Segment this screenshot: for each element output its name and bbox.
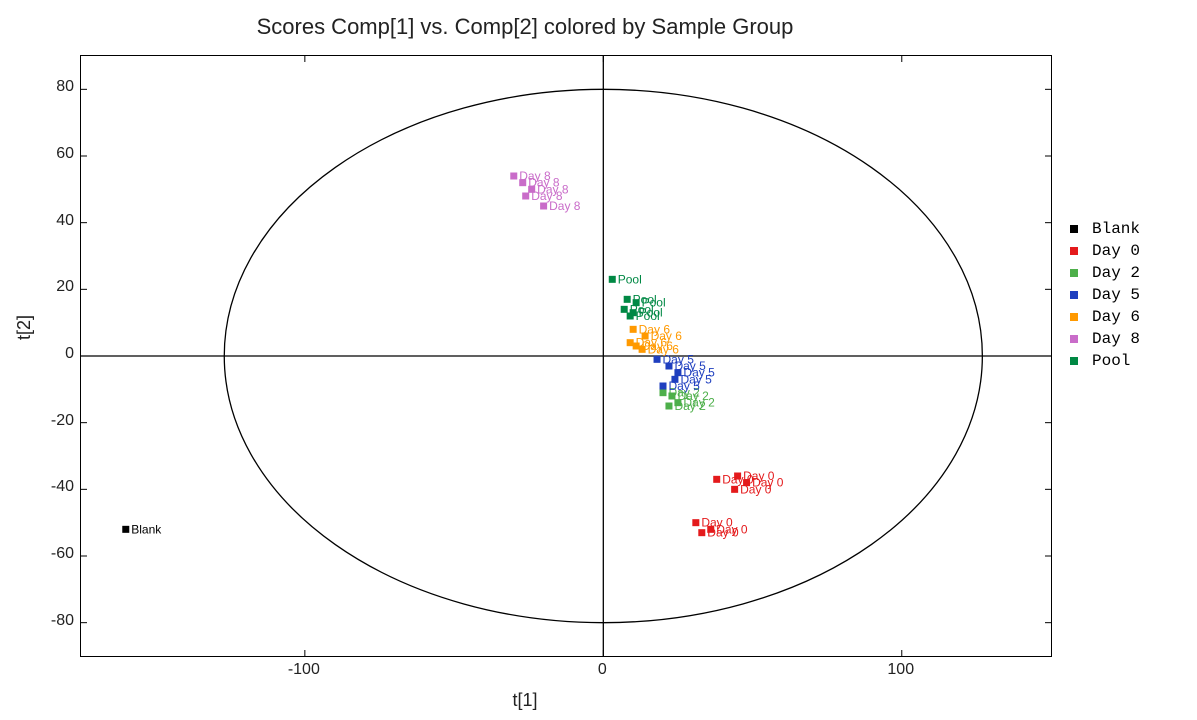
legend-item: Day 0 bbox=[1070, 242, 1140, 260]
data-point-label: Day 0 bbox=[740, 482, 772, 496]
data-point bbox=[609, 276, 616, 283]
y-tick-label: -60 bbox=[36, 545, 74, 563]
legend-swatch bbox=[1070, 335, 1078, 343]
legend-item: Day 8 bbox=[1070, 330, 1140, 348]
data-point bbox=[660, 389, 667, 396]
data-point bbox=[660, 383, 667, 390]
data-point bbox=[692, 519, 699, 526]
y-axis-label: t[2] bbox=[14, 315, 35, 340]
legend-item: Blank bbox=[1070, 220, 1140, 238]
legend-label: Blank bbox=[1092, 220, 1140, 238]
legend-item: Pool bbox=[1070, 352, 1140, 370]
data-point-label: Day 2 bbox=[674, 399, 706, 413]
data-point bbox=[713, 476, 720, 483]
data-point bbox=[633, 343, 640, 350]
data-point bbox=[630, 326, 637, 333]
x-axis-label: t[1] bbox=[0, 690, 1050, 711]
data-point bbox=[540, 203, 547, 210]
legend-label: Day 5 bbox=[1092, 286, 1140, 304]
x-tick-label: -100 bbox=[284, 661, 324, 679]
data-point bbox=[519, 179, 526, 186]
data-point bbox=[654, 356, 661, 363]
legend-swatch bbox=[1070, 247, 1078, 255]
legend: Blank Day 0 Day 2 Day 5 Day 6 Day 8 Pool bbox=[1070, 220, 1140, 374]
data-point-label: Pool bbox=[636, 309, 660, 323]
legend-swatch bbox=[1070, 313, 1078, 321]
scatter-plot-svg: BlankDay 0Day 0Day 0Day 0Day 0Day 0Day 0… bbox=[81, 56, 1051, 656]
y-tick-label: -20 bbox=[36, 412, 74, 430]
x-tick-label: 0 bbox=[582, 661, 622, 679]
data-point bbox=[621, 306, 628, 313]
legend-label: Day 8 bbox=[1092, 330, 1140, 348]
chart-container: Scores Comp[1] vs. Comp[2] colored by Sa… bbox=[0, 0, 1197, 720]
data-point-label: Day 0 bbox=[707, 526, 739, 540]
y-tick-label: 0 bbox=[36, 345, 74, 363]
data-point bbox=[522, 193, 529, 200]
legend-item: Day 6 bbox=[1070, 308, 1140, 326]
legend-label: Day 2 bbox=[1092, 264, 1140, 282]
data-point bbox=[122, 526, 129, 533]
data-point bbox=[698, 529, 705, 536]
legend-item: Day 5 bbox=[1070, 286, 1140, 304]
chart-title: Scores Comp[1] vs. Comp[2] colored by Sa… bbox=[0, 14, 1050, 40]
legend-swatch bbox=[1070, 291, 1078, 299]
y-tick-label: 60 bbox=[36, 145, 74, 163]
legend-swatch bbox=[1070, 357, 1078, 365]
data-point-label: Day 5 bbox=[669, 379, 701, 393]
x-tick-label: 100 bbox=[881, 661, 921, 679]
y-tick-label: 80 bbox=[36, 78, 74, 96]
legend-label: Day 6 bbox=[1092, 308, 1140, 326]
y-tick-label: -80 bbox=[36, 612, 74, 630]
y-tick-label: 40 bbox=[36, 212, 74, 230]
data-point bbox=[734, 473, 741, 480]
data-point-label: Day 6 bbox=[642, 339, 674, 353]
legend-label: Pool bbox=[1092, 352, 1130, 370]
legend-swatch bbox=[1070, 225, 1078, 233]
data-point bbox=[731, 486, 738, 493]
legend-label: Day 0 bbox=[1092, 242, 1140, 260]
data-point bbox=[510, 173, 517, 180]
data-point-label: Blank bbox=[131, 522, 162, 536]
data-point bbox=[665, 363, 672, 370]
y-tick-label: -40 bbox=[36, 478, 74, 496]
data-point-label: Pool bbox=[618, 272, 642, 286]
data-point bbox=[665, 403, 672, 410]
legend-item: Day 2 bbox=[1070, 264, 1140, 282]
data-point bbox=[627, 313, 634, 320]
data-point-label: Day 8 bbox=[549, 199, 581, 213]
y-tick-label: 20 bbox=[36, 278, 74, 296]
plot-area: BlankDay 0Day 0Day 0Day 0Day 0Day 0Day 0… bbox=[80, 55, 1052, 657]
legend-swatch bbox=[1070, 269, 1078, 277]
data-point bbox=[627, 339, 634, 346]
